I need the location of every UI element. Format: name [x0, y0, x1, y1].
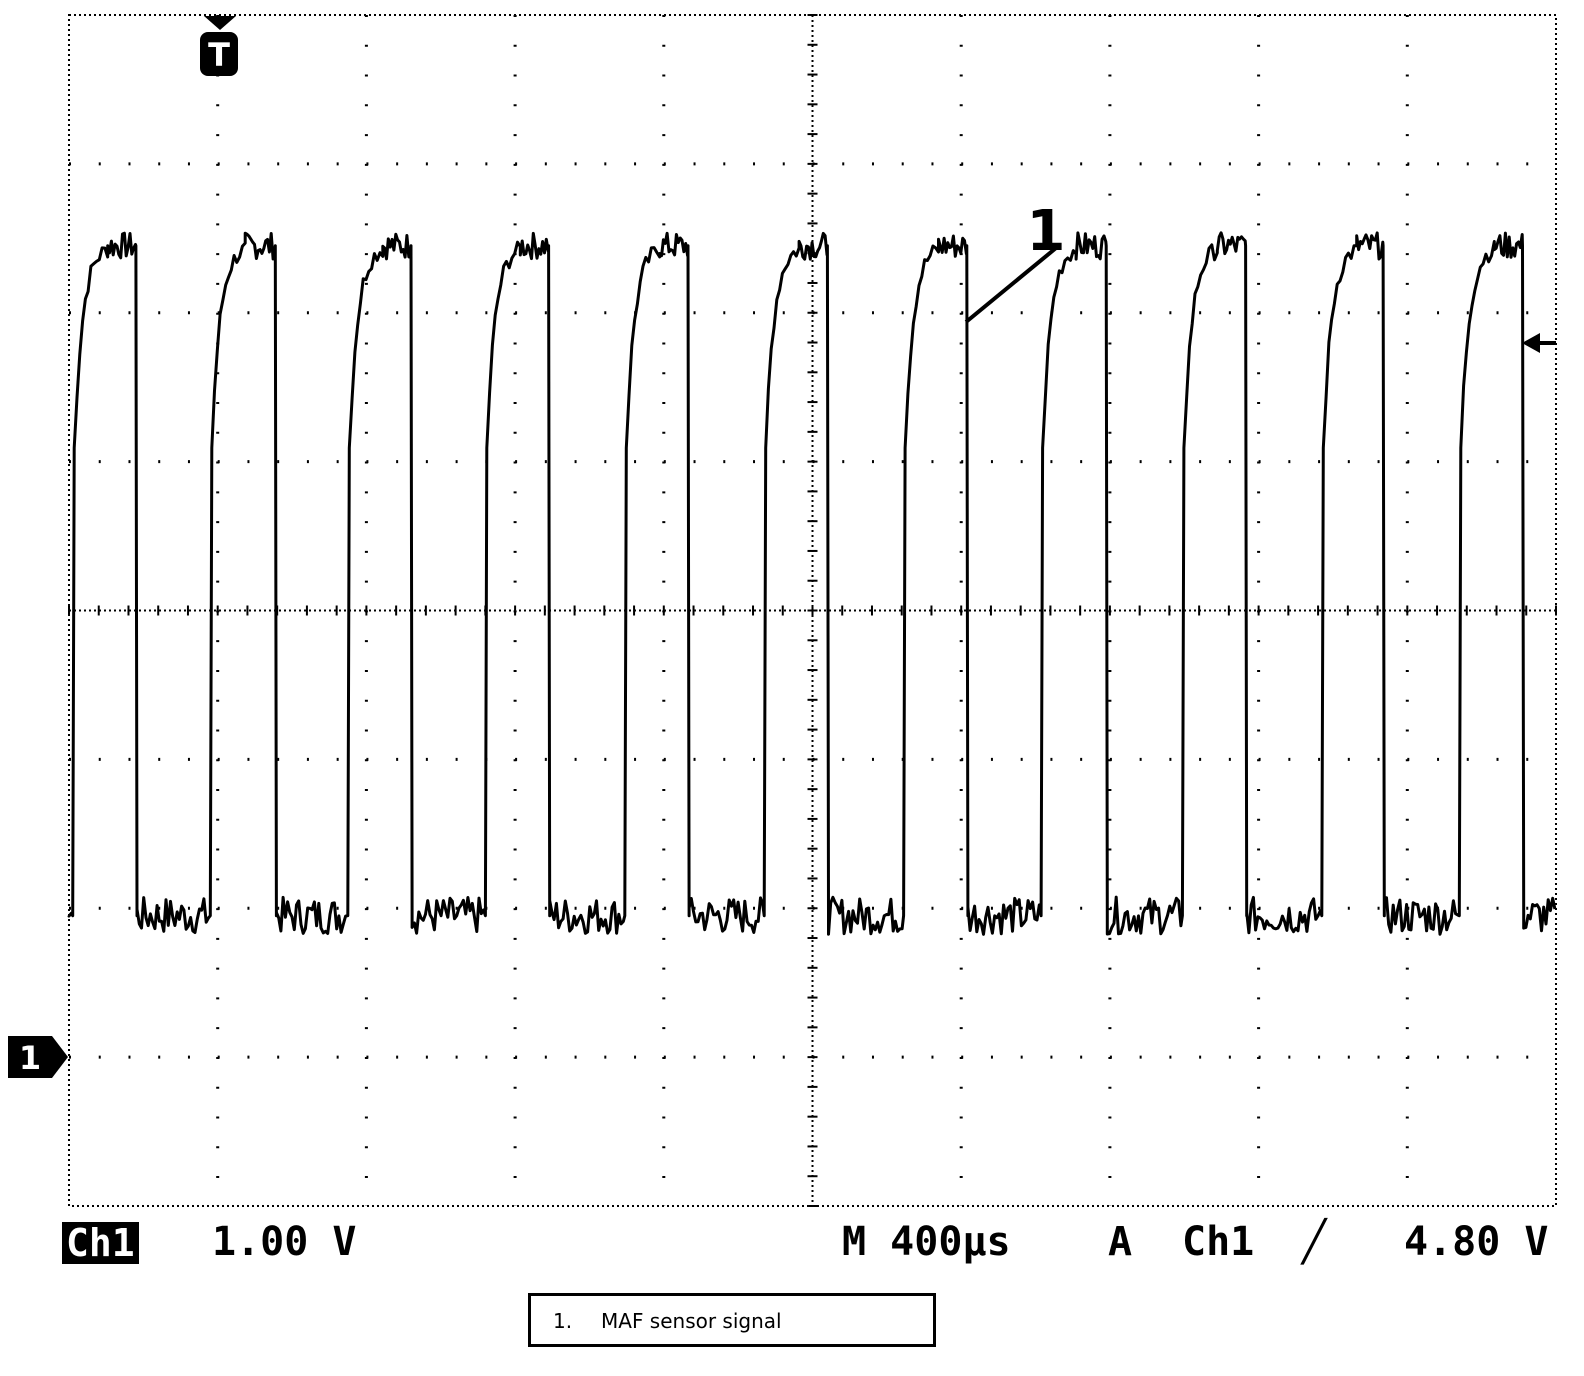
callout-number: 1 [1027, 199, 1066, 264]
trigger-level-arrow-icon [1522, 333, 1556, 353]
waveform-trace [67, 231, 1557, 936]
trigger-source-readout: Ch1 [1182, 1219, 1255, 1265]
channel-badge: Ch1 [62, 1222, 139, 1264]
signal-line [67, 231, 1557, 936]
rising-edge-icon: ╱ [1302, 1219, 1327, 1265]
callout-1: 1 [964, 199, 1066, 324]
screen-markers: T 1 1 [8, 16, 1556, 1078]
legend-number: 1. [553, 1309, 573, 1333]
trigger-position-marker: T [200, 16, 238, 76]
time-base-readout: M 400µs [842, 1219, 1011, 1265]
legend-text: MAF sensor signal [601, 1309, 782, 1333]
trigger-level-readout: 4.80 V [1404, 1219, 1549, 1265]
channel-marker-label: 1 [19, 1039, 41, 1077]
trigger-marker-label: T [208, 36, 230, 74]
graticule-grid [68, 14, 1557, 1207]
legend-box: 1. MAF sensor signal [528, 1293, 936, 1347]
trigger-mode-readout: A [1108, 1219, 1133, 1265]
channel-scale-readout: 1.00 V [212, 1219, 357, 1265]
channel-ground-marker: 1 [8, 1036, 68, 1078]
